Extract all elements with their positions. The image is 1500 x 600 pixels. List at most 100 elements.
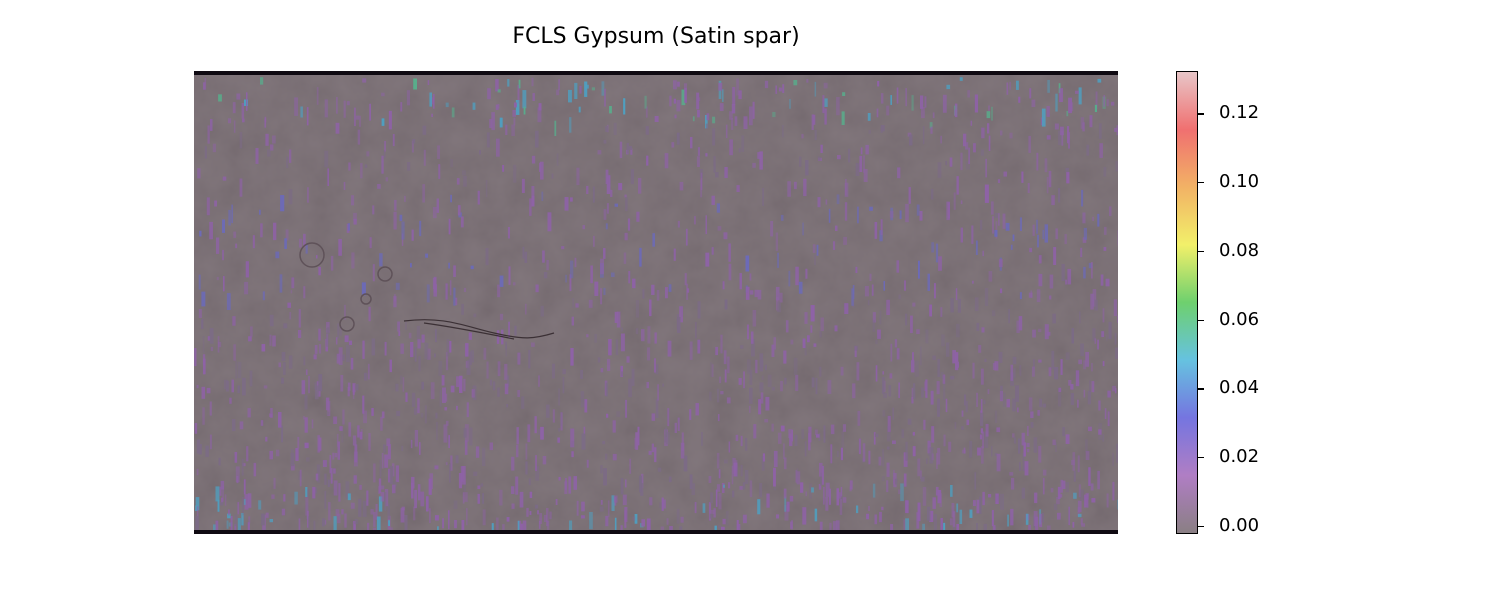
abundance-pixel [432, 277, 437, 289]
abundance-pixel [1058, 387, 1062, 407]
abundance-pixel [657, 384, 659, 401]
abundance-pixel [957, 361, 959, 368]
abundance-pixel [607, 500, 610, 517]
abundance-pixel [275, 251, 280, 259]
abundance-pixel [352, 435, 357, 446]
abundance-pixel [837, 155, 841, 160]
abundance-pixel [695, 403, 699, 416]
abundance-pixel [222, 486, 224, 502]
abundance-pixel [261, 344, 266, 352]
abundance-pixel [901, 429, 904, 438]
abundance-pixel [424, 405, 427, 424]
abundance-pixel [489, 379, 492, 386]
abundance-pixel [303, 356, 306, 366]
abundance-pixel [245, 261, 249, 278]
abundance-pixel [420, 491, 425, 507]
abundance-pixel [790, 521, 793, 529]
abundance-pixel [1090, 293, 1094, 310]
abundance-pixel [629, 458, 632, 474]
abundance-pixel [1050, 487, 1054, 493]
abundance-pixel [521, 396, 525, 409]
abundance-pixel [196, 384, 199, 389]
abundance-pixel [673, 98, 676, 104]
abundance-pixel [398, 331, 401, 336]
abundance-pixel [1047, 79, 1050, 93]
abundance-pixel [432, 277, 437, 289]
abundance-pixel [466, 508, 468, 526]
abundance-pixel [315, 473, 319, 481]
abundance-pixel [506, 375, 510, 388]
abundance-pixel [579, 85, 582, 94]
abundance-pixel [668, 284, 672, 292]
abundance-pixel [905, 500, 909, 514]
abundance-pixel [333, 416, 338, 424]
abundance-pixel [244, 494, 249, 510]
abundance-pixel [614, 517, 617, 534]
abundance-pixel [368, 433, 371, 451]
abundance-pixel [336, 353, 341, 364]
abundance-pixel [991, 510, 994, 527]
abundance-pixel [1091, 363, 1093, 372]
abundance-pixel [491, 523, 494, 534]
abundance-pixel [869, 206, 873, 211]
abundance-pixel [1029, 247, 1033, 253]
abundance-pixel [630, 148, 633, 155]
abundance-pixel [988, 271, 993, 282]
abundance-pixel [723, 484, 725, 488]
abundance-pixel [233, 344, 236, 361]
abundance-pixel [611, 272, 615, 277]
abundance-pixel [784, 457, 787, 470]
abundance-pixel [207, 336, 211, 341]
abundance-pixel [480, 483, 484, 487]
abundance-pixel [431, 113, 433, 117]
abundance-pixel [976, 523, 978, 534]
abundance-pixel [814, 129, 817, 141]
abundance-pixel [513, 117, 516, 126]
abundance-pixel [745, 286, 750, 300]
abundance-pixel [982, 491, 985, 506]
abundance-pixel [927, 440, 931, 454]
abundance-pixel [525, 443, 528, 460]
abundance-pixel [784, 377, 787, 385]
abundance-pixel [470, 350, 474, 363]
abundance-pixel [576, 167, 580, 186]
abundance-pixel [631, 368, 635, 386]
abundance-pixel [752, 162, 756, 168]
abundance-pixel [612, 453, 617, 461]
abundance-pixel [578, 106, 581, 113]
abundance-pixel [1022, 453, 1025, 471]
abundance-pixel [752, 310, 757, 327]
abundance-pixel [449, 341, 452, 353]
abundance-pixel [754, 289, 759, 298]
abundance-pixel [924, 381, 926, 391]
abundance-pixel [525, 303, 527, 315]
abundance-pixel [883, 281, 885, 291]
abundance-pixel [502, 524, 505, 532]
abundance-pixel [430, 382, 435, 399]
abundance-pixel [359, 484, 362, 490]
abundance-pixel [718, 493, 722, 510]
abundance-pixel [740, 345, 744, 349]
abundance-pixel [724, 167, 728, 178]
abundance-pixel [1091, 498, 1096, 503]
abundance-pixel [1049, 274, 1054, 289]
colorbar-tick-label: 0.12 [1219, 102, 1260, 124]
abundance-pixel [529, 198, 532, 216]
abundance-pixel [731, 465, 734, 485]
abundance-pixel [922, 126, 925, 145]
abundance-pixel [581, 515, 585, 519]
abundance-pixel [236, 93, 241, 100]
abundance-pixel [499, 117, 503, 128]
abundance-pixel [385, 177, 388, 182]
abundance-pixel [1085, 492, 1089, 500]
abundance-pixel [265, 512, 269, 518]
abundance-pixel [499, 313, 504, 321]
abundance-pixel [1054, 123, 1059, 130]
abundance-pixel [800, 482, 804, 493]
abundance-pixel [529, 511, 532, 515]
abundance-pixel [456, 376, 460, 387]
abundance-pixel [422, 125, 427, 135]
abundance-pixel [379, 253, 383, 267]
abundance-pixel [717, 226, 722, 231]
abundance-pixel [940, 518, 943, 530]
